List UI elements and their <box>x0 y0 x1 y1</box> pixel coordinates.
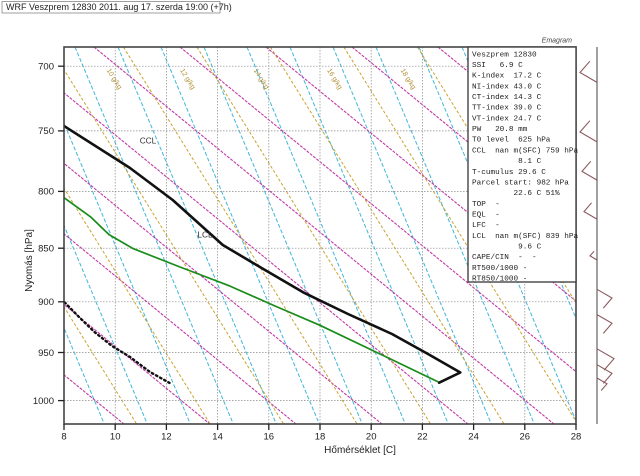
svg-text:T-cumulus 29.6 C: T-cumulus 29.6 C <box>472 169 546 177</box>
svg-text:CCL nan m(SFC) 759 hPa: CCL nan m(SFC) 759 hPa <box>472 147 578 155</box>
svg-text:T0 level 625 hPa: T0 level 625 hPa <box>472 137 551 145</box>
svg-text:LCL: LCL <box>197 230 213 240</box>
svg-text:700: 700 <box>38 62 54 73</box>
svg-text:RT500/1000 -: RT500/1000 - <box>472 265 527 273</box>
svg-text:900: 900 <box>38 297 54 308</box>
svg-text:10: 10 <box>110 432 121 443</box>
svg-text:VT-index 24.7 C: VT-index 24.7 C <box>472 115 542 123</box>
svg-text:EQL -: EQL - <box>472 212 500 220</box>
svg-text:SSI 6.9 C: SSI 6.9 C <box>472 62 523 70</box>
svg-text:Emagram: Emagram <box>542 38 573 45</box>
svg-text:Nyomás [hPa]: Nyomás [hPa] <box>24 229 35 292</box>
svg-text:9.6 C: 9.6 C <box>472 244 542 252</box>
svg-text:1000: 1000 <box>33 396 54 407</box>
svg-text:CCL: CCL <box>140 135 157 145</box>
svg-text:RT850/1000 -: RT850/1000 - <box>472 276 527 284</box>
svg-text:LFC -: LFC - <box>472 222 500 230</box>
svg-text:8.1 C: 8.1 C <box>472 158 542 166</box>
svg-text:850: 850 <box>38 244 54 255</box>
svg-text:20: 20 <box>366 432 377 443</box>
svg-text:8: 8 <box>61 432 66 443</box>
svg-text:16: 16 <box>264 432 275 443</box>
svg-text:CAPE/CIN - -: CAPE/CIN - - <box>472 254 537 262</box>
svg-text:NI-index 43.0 C: NI-index 43.0 C <box>472 83 542 91</box>
svg-text:750: 750 <box>38 126 54 137</box>
svg-text:Parcel start: 982 hPa: Parcel start: 982 hPa <box>472 180 569 188</box>
svg-text:K-index 17.2 C: K-index 17.2 C <box>472 73 542 81</box>
svg-text:18: 18 <box>315 432 326 443</box>
svg-text:22: 22 <box>417 432 428 443</box>
svg-text:LCL nan m(SFC) 839 hPa: LCL nan m(SFC) 839 hPa <box>472 233 578 241</box>
svg-text:26: 26 <box>520 432 531 443</box>
svg-text:24: 24 <box>468 432 479 443</box>
svg-text:TOP -: TOP - <box>472 201 500 209</box>
svg-text:12: 12 <box>161 432 172 443</box>
svg-text:Veszprem 12830: Veszprem 12830 <box>472 51 537 59</box>
svg-text:CT-index 14.3 C: CT-index 14.3 C <box>472 94 542 102</box>
svg-text:950: 950 <box>38 348 54 359</box>
svg-text:PW 20.8 mm: PW 20.8 mm <box>472 126 528 134</box>
svg-text:800: 800 <box>38 187 54 198</box>
svg-text:14: 14 <box>212 432 223 443</box>
svg-text:28: 28 <box>571 432 582 443</box>
svg-text:Hőmérséklet [C]: Hőmérséklet [C] <box>324 445 396 456</box>
svg-text:WRF Veszprem 12830 2011. aug 1: WRF Veszprem 12830 2011. aug 17. szerda … <box>6 2 232 12</box>
svg-text:TT-index 39.0 C: TT-index 39.0 C <box>472 105 542 113</box>
svg-text:22.6 C 51%: 22.6 C 51% <box>472 190 560 198</box>
